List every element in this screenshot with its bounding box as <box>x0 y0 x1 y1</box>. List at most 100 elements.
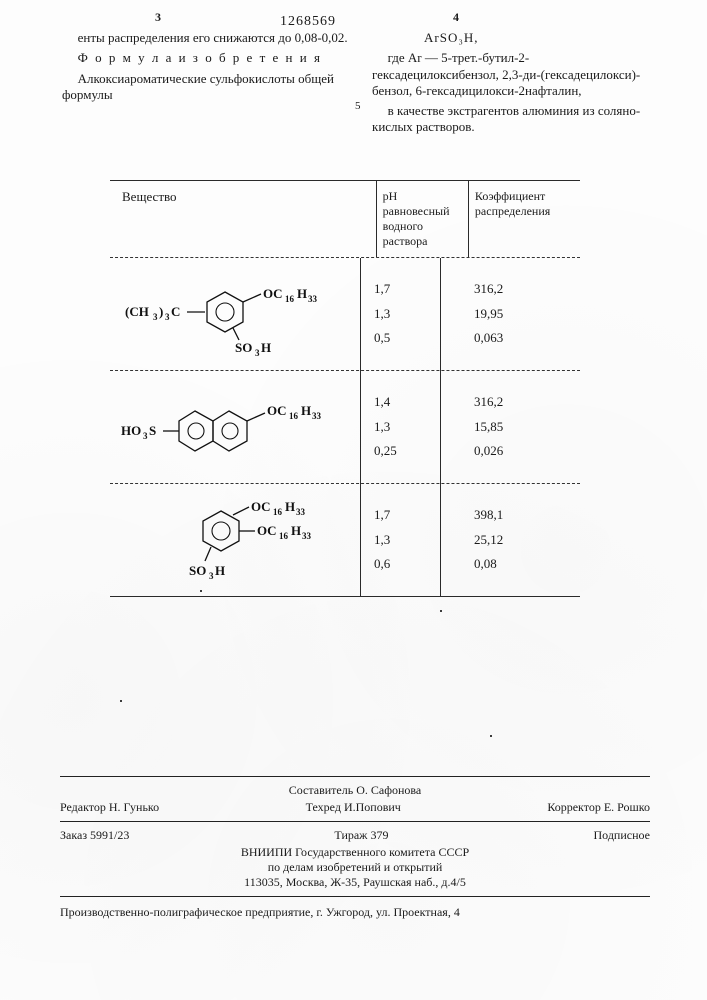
table-body: (CH 3 ) 3 C OC 16 H 33 SO <box>110 258 580 597</box>
table-header-row: Вещество рН равновесный водного раствора… <box>110 180 580 258</box>
divider <box>60 821 650 822</box>
ph-cell: 1,7 1,3 0,6 <box>360 495 454 585</box>
corrector-block: Корректор Е. Рошко <box>547 800 650 815</box>
address-line: 113035, Москва, Ж-35, Раушская наб., д.4… <box>60 875 650 890</box>
scan-speck <box>200 590 202 592</box>
value: 0,08 <box>474 552 574 577</box>
data-table: Вещество рН равновесный водного раствора… <box>110 180 580 597</box>
value: 1,7 <box>374 277 454 302</box>
svg-text:OC: OC <box>263 286 283 301</box>
editor-label: Редактор <box>60 800 106 814</box>
compiler-name: О. Сафонова <box>356 783 421 797</box>
value: 0,5 <box>374 326 454 351</box>
right-column-number: 4 <box>453 10 459 25</box>
svg-text:OC: OC <box>251 499 271 514</box>
value: 316,2 <box>474 390 574 415</box>
formula-heading: Ф о р м у л а и з о б р е т е н и я <box>62 50 352 66</box>
subscription: Подписное <box>594 828 651 843</box>
corrector-label: Корректор <box>547 800 601 814</box>
tech-block: Техред И.Попович <box>306 800 401 815</box>
table-row: HO 3 S OC 16 H 33 <box>110 371 580 484</box>
paragraph: Алкоксиароматические сульфокислоты общей… <box>62 71 352 104</box>
value: 25,12 <box>474 528 574 553</box>
corrector-name: Е. Рошко <box>604 800 650 814</box>
svg-text:3: 3 <box>165 312 170 322</box>
table-header-substance: Вещество <box>110 181 376 257</box>
svg-text:H: H <box>291 523 301 538</box>
svg-text:16: 16 <box>273 507 283 517</box>
formula-line: ArSO₃H, <box>372 30 652 46</box>
editor-name: Н. Гунько <box>109 800 159 814</box>
value: 15,85 <box>474 415 574 440</box>
where-clause: где Ar — 5-трет.-бутил-2-гексадецилоксиб… <box>372 50 652 99</box>
ph-cell: 1,7 1,3 0,5 <box>360 269 454 359</box>
value: 1,3 <box>374 528 454 553</box>
table-row: (CH 3 ) 3 C OC 16 H 33 SO <box>110 258 580 371</box>
svg-text:3: 3 <box>255 348 260 358</box>
svg-text:3: 3 <box>209 571 214 581</box>
svg-text:33: 33 <box>312 411 322 421</box>
svg-text:H: H <box>215 563 225 578</box>
scan-speck <box>490 735 492 737</box>
value: 0,026 <box>474 439 574 464</box>
left-column: енты распределения его снижаются до 0,08… <box>62 30 352 107</box>
org-line: по делам изобретений и открытий <box>60 860 650 875</box>
patent-number: 1268569 <box>280 13 336 31</box>
value: 1,4 <box>374 390 454 415</box>
paragraph: енты распределения его снижаются до 0,08… <box>62 30 352 46</box>
svg-text:33: 33 <box>296 507 306 517</box>
ph-cell: 1,4 1,3 0,25 <box>360 382 454 472</box>
org-line: ВНИИПИ Государственного комитета СССР <box>60 845 650 860</box>
divider <box>60 896 650 897</box>
value: 0,6 <box>374 552 454 577</box>
compiler-label: Составитель <box>289 783 353 797</box>
page: 3 1268569 4 енты распределения его снижа… <box>0 0 707 1000</box>
svg-text:16: 16 <box>285 294 295 304</box>
svg-text:H: H <box>285 499 295 514</box>
table-header-ph: рН равновесный водного раствора <box>376 181 468 257</box>
naphthalene-structure-icon: HO 3 S OC 16 H 33 <box>115 381 355 473</box>
svg-text:H: H <box>261 340 271 355</box>
value: 1,7 <box>374 503 454 528</box>
value: 398,1 <box>474 503 574 528</box>
structure-cell: HO 3 S OC 16 H 33 <box>110 381 360 473</box>
svg-text:SO: SO <box>189 563 206 578</box>
svg-text:HO: HO <box>121 423 141 438</box>
svg-text:H: H <box>297 286 307 301</box>
tech-name: И.Попович <box>344 800 401 814</box>
svg-text:3: 3 <box>143 431 148 441</box>
coef-cell: 316,2 19,95 0,063 <box>454 269 574 359</box>
value: 0,063 <box>474 326 574 351</box>
value: 19,95 <box>474 302 574 327</box>
table-row: OC 16 H 33 OC 16 H 33 SO 3 H <box>110 484 580 597</box>
paragraph: в качестве экстрагентов алюминия из соля… <box>372 103 652 136</box>
svg-text:SO: SO <box>235 340 252 355</box>
value: 0,25 <box>374 439 454 464</box>
svg-text:16: 16 <box>289 411 299 421</box>
svg-text:H: H <box>301 403 311 418</box>
credits-line: Редактор Н. Гунько Техред И.Попович Корр… <box>60 800 650 815</box>
tirage: Тираж 379 <box>334 828 388 843</box>
value: 1,3 <box>374 302 454 327</box>
tech-label: Техред <box>306 800 341 814</box>
editor-block: Редактор Н. Гунько <box>60 800 159 815</box>
divider <box>60 776 650 777</box>
benzene-structure-icon: (CH 3 ) 3 C OC 16 H 33 SO <box>115 268 355 360</box>
value: 1,3 <box>374 415 454 440</box>
svg-text:(CH: (CH <box>125 304 149 319</box>
svg-text:33: 33 <box>302 531 312 541</box>
value: 316,2 <box>474 277 574 302</box>
svg-text:): ) <box>159 304 163 319</box>
benzene-bis-structure-icon: OC 16 H 33 OC 16 H 33 SO 3 H <box>115 489 355 591</box>
order-number: Заказ 5991/23 <box>60 828 129 843</box>
svg-text:S: S <box>149 423 156 438</box>
svg-text:3: 3 <box>153 312 158 322</box>
table-header-coef: Коэффициент распределения <box>468 181 580 257</box>
colophon: Составитель О. Сафонова Редактор Н. Гунь… <box>60 770 650 903</box>
svg-text:OC: OC <box>257 523 277 538</box>
svg-text:33: 33 <box>308 294 318 304</box>
scan-speck <box>120 700 122 702</box>
order-line: Заказ 5991/23 Тираж 379 Подписное <box>60 828 650 843</box>
svg-text:OC: OC <box>267 403 287 418</box>
printer-line: Производственно-полиграфическое предприя… <box>60 905 650 920</box>
